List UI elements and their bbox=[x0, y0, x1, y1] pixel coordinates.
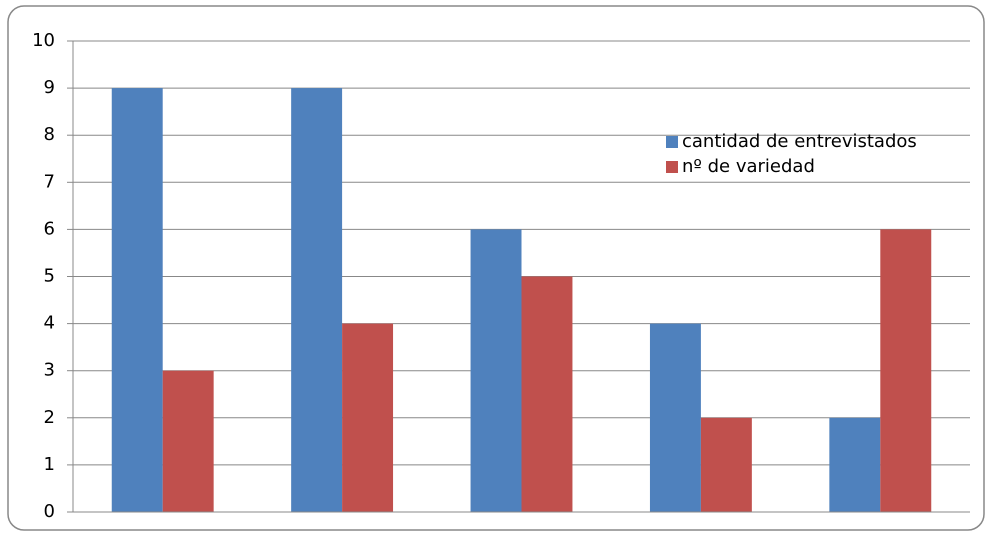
legend-swatch bbox=[666, 161, 678, 173]
bar bbox=[111, 88, 163, 512]
y-tick-label: 8 bbox=[44, 124, 55, 145]
y-tick-label: 9 bbox=[44, 77, 55, 98]
bar bbox=[291, 88, 343, 512]
legend-swatch bbox=[666, 136, 678, 148]
bar bbox=[829, 417, 881, 512]
y-tick-label: 7 bbox=[44, 171, 55, 192]
bar bbox=[342, 323, 394, 512]
y-tick-label: 3 bbox=[44, 360, 55, 381]
y-tick-label: 0 bbox=[44, 501, 55, 522]
bar bbox=[700, 417, 752, 512]
y-tick-label: 1 bbox=[44, 454, 55, 475]
legend-label: nº de variedad bbox=[682, 156, 815, 177]
bar bbox=[162, 370, 214, 512]
bar bbox=[880, 229, 932, 512]
y-tick-label: 2 bbox=[44, 407, 55, 428]
y-tick-label: 5 bbox=[44, 266, 55, 287]
y-tick-label: 4 bbox=[44, 313, 55, 334]
legend-label: cantidad de entrevistados bbox=[682, 131, 917, 152]
y-tick-label: 6 bbox=[44, 218, 55, 239]
bar bbox=[521, 276, 573, 512]
bar bbox=[470, 229, 522, 512]
y-tick-label: 10 bbox=[32, 30, 55, 51]
bar bbox=[649, 323, 701, 512]
